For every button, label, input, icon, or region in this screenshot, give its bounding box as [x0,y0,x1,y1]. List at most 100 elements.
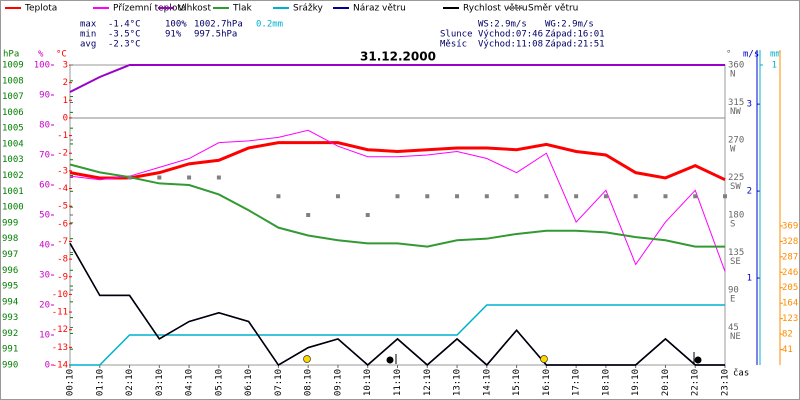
y-tick-label: 1007 [2,92,24,102]
series-line [69,163,725,248]
x-tick-label: 02:10 [125,369,135,396]
y-tick-label: 270 [728,136,744,146]
y-tick-label: 1001 [2,187,24,197]
compass-label: E [730,295,735,305]
stat-press: 1002.7hPa [194,20,243,30]
stat-hum: 100% [165,20,187,30]
legend-label: Náraz větru [353,4,406,14]
stat-hum: 91% [165,30,182,40]
x-tick-label: 22:10 [691,369,701,396]
x-tick-label: 07:10 [274,369,284,396]
moon-set: Západ:21:51 [545,40,605,50]
direction-point [633,194,638,199]
y-tick-label: 1005 [2,124,24,134]
wind-info: WS:2.9m/s [478,20,527,30]
series-line [70,304,725,366]
stat-label: avg [80,40,96,50]
x-tick-label: 01:10 [95,369,105,396]
y-tick-label: 1006 [2,108,24,118]
direction-point [187,175,192,180]
sun-rise: Východ:07:46 [478,30,543,40]
axis-header: % [38,50,44,60]
y-tick-label: 1008 [2,76,24,86]
x-tick-label: 23:10 [721,369,731,396]
stat-temp: -2.3°C [108,40,141,50]
legend-label: Teplota [24,4,57,14]
y-tick-label: 41 [782,345,793,355]
direction-point [603,194,608,199]
direction-point [663,194,668,199]
stat-press: 997.5hPa [194,30,237,40]
y-tick-label: 0 [63,113,68,123]
direction-point [455,194,460,199]
stat-temp: -1.4°C [108,20,141,30]
compass-label: SW [730,182,741,192]
x-tick-label: 18:10 [601,369,611,396]
y-tick-label: 2 [63,78,68,88]
moon-label: Měsíc [440,40,467,50]
x-tick-label: 03:10 [155,369,165,396]
y-tick-label: 180 [728,211,744,221]
stat-temp: -3.5°C [108,30,141,40]
direction-point [157,175,162,180]
y-tick-label: 45 [728,323,739,333]
series-line [69,64,725,93]
y-tick-label: 90 [728,286,739,296]
y-tick-label: 1003 [2,155,24,165]
x-tick-label: 11:10 [393,369,403,396]
y-tick-label: 1 [747,274,752,284]
direction-point [425,194,430,199]
y-tick-label: 3 [747,100,752,110]
y-tick-label: -3 [57,166,68,176]
stat-label: max [80,20,97,30]
direction-point [574,194,579,199]
legend-label: Srážky [293,4,324,14]
series-line [69,129,726,272]
x-tick-label: 19:10 [631,369,641,396]
direction-point [216,175,221,180]
axis-header: m/s [743,50,759,60]
y-tick-label: -11 [52,308,68,318]
legend-label: Rychlost větru [463,4,528,14]
y-tick-label: -8 [57,255,68,265]
x-tick-label: 09:10 [333,369,343,396]
y-tick-label: 996 [2,266,18,276]
y-tick-label: 205 [782,283,798,293]
y-tick-label: 1 [63,96,68,106]
y-tick-label: -12 [52,325,68,335]
y-tick-label: -6 [57,219,68,229]
y-tick-label: 2 [747,187,752,197]
legend-label: Tlak [232,4,253,14]
sun-icon [303,355,311,363]
y-tick-label: 997 [2,250,18,260]
sun-label: Slunce [440,30,473,40]
y-tick-label: 994 [2,297,18,307]
y-tick-label: -7 [57,237,68,247]
y-tick-label: 246 [782,268,798,278]
stat-precip: 0.2mm [256,20,283,30]
x-tick-label: 08:10 [304,369,314,396]
direction-point [276,194,281,199]
chart-title: 31.12.2000 [360,50,436,64]
y-tick-label: 991 [2,345,18,355]
moon-icon [694,356,702,364]
moon-icon [386,356,394,364]
compass-label: NW [730,107,741,117]
compass-label: N [730,70,735,80]
x-tick-label: 00:10 [66,369,76,396]
legend-label: Přízemní teplota [113,4,186,14]
x-tick-label: 14:10 [482,369,492,396]
x-tick-label: 05:10 [214,369,224,396]
x-tick-label: 20:10 [661,369,671,396]
x-tick-label: 13:10 [453,369,463,396]
x-tick-label: 12:10 [423,369,433,396]
y-tick-label: 315 [728,98,744,108]
y-tick-label: 990 [2,361,18,371]
y-tick-label: 40 [39,241,50,251]
direction-point [365,213,370,217]
y-tick-label: 993 [2,313,18,323]
y-tick-label: 328 [782,237,798,247]
direction-point [693,194,698,199]
stat-label: min [80,30,96,40]
